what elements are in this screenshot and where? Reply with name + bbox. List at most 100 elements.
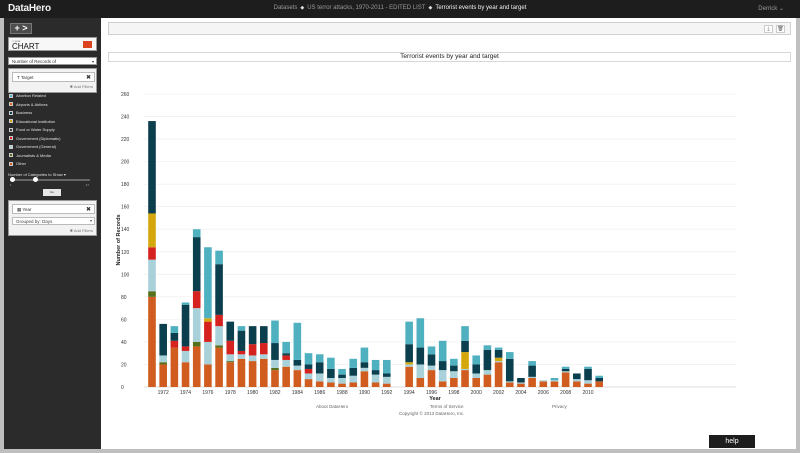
bar-segment	[170, 332, 179, 341]
legend-item[interactable]: Educational Institution	[9, 118, 98, 127]
chevron-down-icon: ⌄	[778, 6, 784, 12]
legend-item[interactable]: Government (General)	[9, 143, 98, 152]
legend-item-label: Educational Institution	[16, 118, 56, 124]
bar-segment	[371, 359, 380, 371]
slider-value-handle[interactable]	[33, 177, 39, 182]
bar-segment	[181, 362, 190, 387]
breadcrumb-datasets[interactable]: Datasets	[273, 5, 298, 11]
legend-item[interactable]: Airports & Airlines	[9, 101, 98, 110]
close-icon[interactable]: ✖	[85, 207, 91, 213]
y-tick-label: 140	[121, 227, 130, 233]
checkbox-icon[interactable]	[9, 153, 13, 157]
bar-segment	[327, 368, 335, 378]
bar-segment	[416, 347, 425, 365]
checkbox-icon[interactable]	[9, 136, 13, 140]
slider-scale: 1 27	[10, 183, 95, 187]
checkbox-icon[interactable]	[9, 119, 13, 123]
legend-item[interactable]: Business	[9, 109, 98, 118]
bar-segment	[461, 340, 469, 353]
bar-segment	[271, 343, 279, 360]
bar-segment	[327, 357, 335, 369]
bar-segment	[248, 344, 257, 356]
legend-item[interactable]: Abortion Related	[9, 92, 98, 101]
bar-segment	[226, 362, 235, 387]
legend-item[interactable]: Food or Water Supply	[9, 126, 98, 135]
legend-item[interactable]: Other	[9, 160, 98, 169]
x-tick-label: 1998	[448, 390, 459, 396]
checkbox-icon[interactable]	[9, 102, 13, 106]
terms-link[interactable]: Terms of Service	[430, 404, 464, 409]
bar-segment	[494, 357, 503, 362]
bar-segment	[483, 345, 492, 350]
bar-segment	[304, 373, 313, 380]
bar-segment	[148, 259, 156, 292]
bar-segment	[181, 302, 190, 305]
bar-segment	[438, 361, 447, 371]
bar-segment	[237, 330, 246, 351]
y-tick-label: 120	[121, 250, 130, 256]
bar-segment	[338, 383, 346, 387]
user-menu[interactable]: Derrick ⌄	[758, 5, 784, 12]
legend-item[interactable]: Government (Diplomatic)	[9, 135, 98, 144]
about-link[interactable]: About DataHero	[316, 404, 349, 409]
measure-select[interactable]: Number of Records of ▾	[8, 57, 97, 65]
bar-segment	[237, 326, 246, 331]
bar-segment	[360, 367, 369, 372]
legend-item[interactable]: Journalists & Media	[9, 152, 98, 161]
checkbox-icon[interactable]	[9, 110, 13, 115]
breadcrumb-dataset[interactable]: US terror attacks, 1970-2011 - EDITED LI…	[307, 5, 426, 11]
categories-slider[interactable]	[10, 177, 90, 182]
add-filters-label: Add Filters	[73, 228, 93, 233]
close-icon[interactable]: ✖	[85, 75, 91, 81]
slider-min-handle[interactable]	[10, 177, 15, 182]
go-button[interactable]: Go	[43, 189, 61, 196]
bar-segment	[539, 380, 548, 382]
bar-segment	[573, 381, 581, 387]
x-tick-label: 1986	[314, 390, 325, 396]
bar-segment	[293, 370, 302, 387]
bar-segment	[327, 377, 335, 383]
year-filter-chip[interactable]: ▦ Year ✖	[12, 204, 95, 214]
bar-segment	[461, 368, 469, 371]
bar-segment	[371, 382, 380, 387]
bar-segment	[584, 383, 592, 387]
add-filters-link[interactable]: ✱ Add Filters	[69, 228, 93, 233]
bar-segment	[494, 347, 503, 350]
bar-segment	[461, 352, 469, 369]
privacy-link[interactable]: Privacy	[552, 404, 567, 409]
bar-segment	[584, 368, 592, 381]
bar-segment	[349, 375, 358, 383]
bar-segment	[271, 370, 279, 387]
bar-segment	[494, 362, 503, 387]
group-by-select[interactable]: Grouped by: Days ▾	[12, 217, 95, 225]
help-button[interactable]: help	[709, 435, 755, 448]
bar-segment	[338, 377, 346, 384]
slider-label: Number of Categories to Show ▾	[8, 172, 66, 177]
checkbox-icon[interactable]	[9, 127, 13, 132]
legend-item-label: Journalists & Media	[16, 152, 51, 158]
bar-segment	[192, 291, 201, 309]
checkbox-icon[interactable]	[9, 144, 13, 149]
bar-segment	[237, 354, 246, 359]
trash-icon[interactable]: 🗑	[776, 25, 785, 33]
legend-item-label: Business	[16, 110, 33, 115]
chart-type-selector[interactable]: < your CHART	[8, 37, 97, 51]
bar-segment	[427, 346, 436, 355]
bar-segment	[148, 291, 156, 297]
download-icon[interactable]: ⤓	[764, 25, 773, 33]
bar-segment	[528, 376, 536, 378]
add-filters-link[interactable]: ✱ Add Filters	[69, 84, 93, 89]
add-button[interactable]: + >	[10, 23, 32, 34]
bar-segment	[438, 340, 447, 362]
target-filter-chip[interactable]: T Target ✖	[12, 72, 95, 82]
bar-segment	[349, 358, 358, 368]
bar-segment	[192, 237, 201, 292]
bar-segment	[461, 326, 469, 341]
app-logo[interactable]: DataHero	[8, 3, 51, 14]
bar-segment	[573, 379, 581, 382]
checkbox-icon[interactable]	[9, 161, 13, 166]
bar-segment	[181, 304, 190, 347]
checkbox-icon[interactable]	[9, 93, 13, 98]
bar-segment	[215, 314, 223, 327]
x-tick-label: 1982	[269, 390, 280, 396]
